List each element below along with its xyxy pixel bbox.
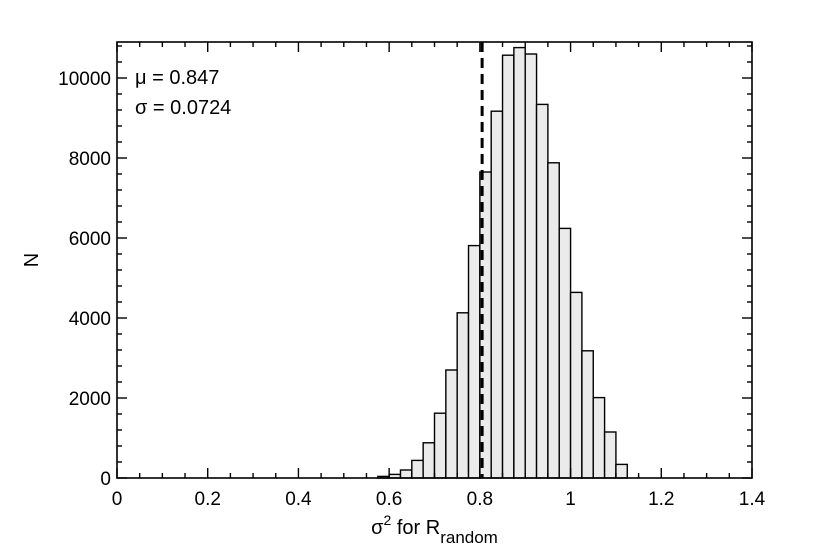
x-tick-label: 0.4 [285, 489, 312, 510]
x-axis-label: σ2 for Rrandom [371, 512, 498, 547]
histogram-bar [411, 459, 424, 479]
y-tick-labels: 0 2000 4000 6000 8000 10000 [58, 69, 111, 490]
y-tick-label: 0 [100, 469, 111, 490]
x-tick-label: 1 [565, 489, 576, 510]
histogram-bar [592, 396, 606, 479]
histogram-bar [535, 103, 549, 479]
y-tick-label: 8000 [69, 149, 111, 170]
histogram-bar [603, 431, 617, 479]
annotation-mu: μ = 0.847 [135, 67, 219, 89]
x-tick-label: 0.6 [376, 489, 402, 510]
x-tick-label: 0 [112, 489, 123, 510]
histogram-bar [513, 46, 526, 479]
histogram-bars [377, 46, 628, 479]
histogram-bar [422, 442, 436, 479]
histogram-bar [615, 463, 628, 479]
histogram-bar [399, 469, 413, 479]
x-axis-label-mid: for R [391, 517, 440, 539]
y-axis-label: N [21, 253, 43, 267]
histogram-bar [524, 53, 538, 479]
histogram-bar [490, 110, 504, 479]
histogram-bar [569, 291, 583, 479]
x-tick-label: 1.4 [739, 489, 766, 510]
y-tick-label: 2000 [69, 389, 111, 410]
annotation-sigma: σ = 0.0724 [135, 97, 231, 119]
x-tick-labels: 0 0.2 0.4 0.6 0.8 1 1.2 1.4 [112, 489, 766, 510]
histogram-bar [581, 350, 594, 479]
x-axis-label-sup: 2 [384, 512, 392, 528]
histogram-bar [467, 244, 481, 479]
x-tick-label: 1.2 [648, 489, 674, 510]
histogram-bar [501, 54, 515, 479]
y-tick-label: 10000 [58, 69, 111, 90]
histogram-bar [445, 369, 458, 479]
y-tick-label: 4000 [69, 309, 111, 330]
x-axis-label-base: σ [371, 517, 384, 539]
histogram-bar [456, 312, 470, 479]
histogram-bar [433, 412, 447, 479]
x-axis-label-sub: random [440, 528, 498, 547]
histogram-bar [558, 227, 572, 479]
y-tick-label: 6000 [69, 229, 111, 250]
histogram-bar [547, 162, 560, 479]
x-tick-label: 0.2 [195, 489, 221, 510]
axis-ticks [116, 42, 753, 479]
x-tick-label: 0.8 [467, 489, 493, 510]
